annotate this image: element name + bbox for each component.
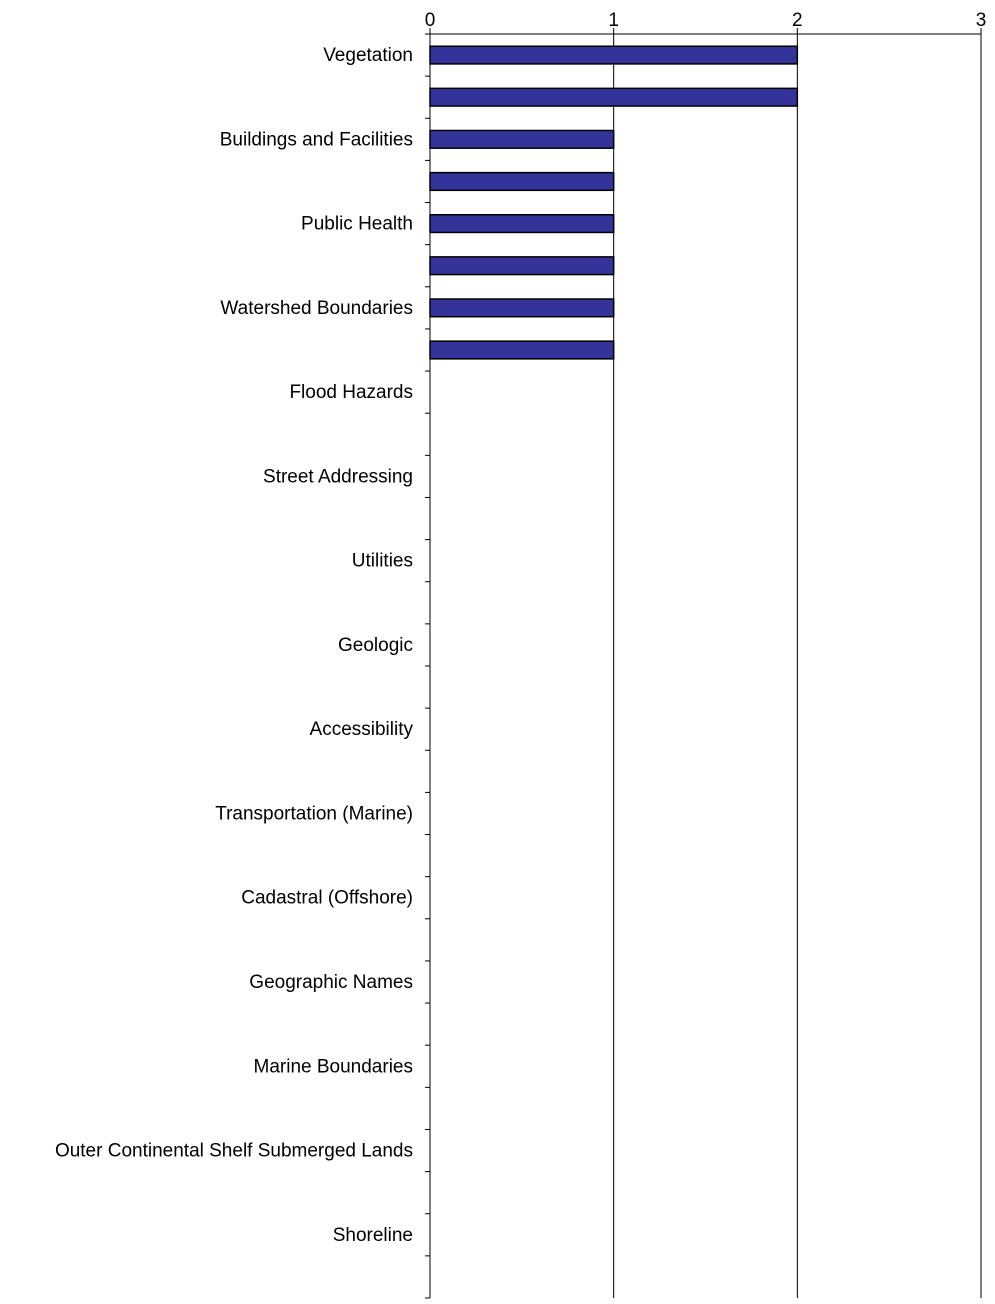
category-label: Shoreline: [333, 1225, 413, 1246]
bar-public-health: [429, 214, 615, 234]
labels: 0 1 2 3 Vegetation Buildings and Facilities Pu…: [55, 10, 986, 1246]
x-tick-label: 0: [425, 10, 436, 31]
category-label: Buildings and Facilities: [220, 129, 413, 150]
category-label: Marine Boundaries: [254, 1056, 413, 1077]
bars: [429, 45, 799, 360]
bar-unlabeled-7: [429, 340, 615, 360]
category-label: Watershed Boundaries: [220, 298, 413, 319]
category-label: Geographic Names: [249, 972, 413, 993]
bar-unlabeled-1: [429, 87, 799, 107]
bar-unlabeled-5: [429, 256, 615, 276]
category-label: Cadastral (Offshore): [241, 888, 413, 909]
bar-buildings-and-facilities: [429, 129, 615, 149]
category-label: Outer Continental Shelf Submerged Lands: [55, 1141, 413, 1162]
category-label: Accessibility: [310, 719, 414, 740]
category-label: Flood Hazards: [289, 382, 413, 403]
bar-unlabeled-3: [429, 171, 615, 192]
category-label: Street Addressing: [263, 466, 413, 487]
category-label: Vegetation: [323, 45, 413, 66]
category-label: Transportation (Marine): [215, 803, 413, 824]
category-label: Public Health: [301, 214, 413, 235]
x-tick-label: 1: [608, 10, 619, 31]
x-tick-label: 2: [792, 10, 803, 31]
x-tick-label: 3: [976, 10, 987, 31]
bar-watershed-boundaries: [429, 298, 615, 318]
bar-vegetation: [429, 45, 799, 65]
axes: [425, 28, 982, 1299]
category-label: Geologic: [338, 635, 413, 656]
category-label: Utilities: [352, 551, 413, 572]
